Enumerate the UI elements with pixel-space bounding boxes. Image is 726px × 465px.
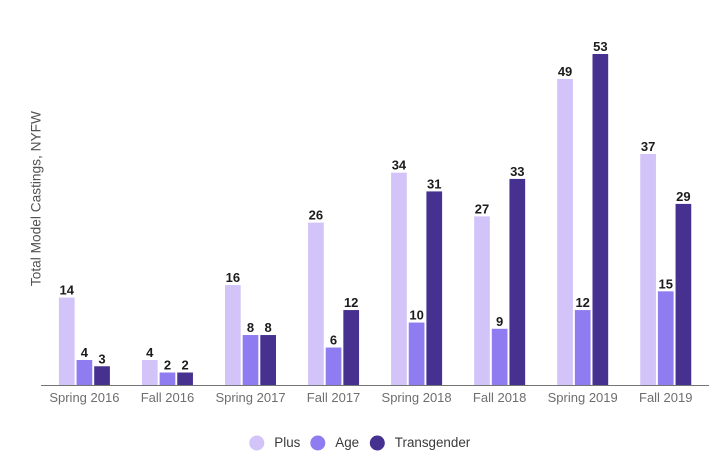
svg-text:14: 14 [60, 283, 75, 298]
svg-text:4: 4 [81, 345, 89, 360]
svg-text:Age: Age [335, 435, 359, 450]
svg-text:53: 53 [593, 39, 607, 54]
svg-text:37: 37 [641, 139, 655, 154]
svg-text:Total Model Castings, NYFW: Total Model Castings, NYFW [28, 111, 43, 286]
svg-text:10: 10 [409, 308, 423, 323]
svg-text:Spring 2019: Spring 2019 [548, 390, 618, 405]
svg-text:Plus: Plus [274, 435, 300, 450]
svg-text:12: 12 [344, 295, 358, 310]
svg-text:9: 9 [496, 314, 503, 329]
svg-text:27: 27 [475, 201, 489, 216]
svg-text:33: 33 [510, 164, 524, 179]
svg-text:29: 29 [676, 189, 690, 204]
svg-text:2: 2 [181, 358, 188, 373]
svg-text:49: 49 [558, 64, 572, 79]
svg-text:Fall 2018: Fall 2018 [473, 390, 526, 405]
svg-text:15: 15 [659, 276, 673, 291]
svg-text:Spring 2016: Spring 2016 [49, 390, 119, 405]
svg-text:8: 8 [265, 320, 272, 335]
svg-text:6: 6 [330, 333, 337, 348]
svg-text:Fall 2019: Fall 2019 [639, 390, 692, 405]
svg-text:3: 3 [98, 351, 105, 366]
svg-text:4: 4 [146, 345, 154, 360]
svg-text:34: 34 [392, 158, 407, 173]
svg-text:26: 26 [309, 208, 323, 223]
svg-text:Fall 2017: Fall 2017 [307, 390, 360, 405]
svg-text:8: 8 [247, 320, 254, 335]
svg-text:2: 2 [164, 358, 171, 373]
svg-text:Spring 2018: Spring 2018 [382, 390, 452, 405]
svg-text:31: 31 [427, 176, 441, 191]
svg-text:Transgender: Transgender [395, 435, 471, 450]
svg-text:16: 16 [226, 270, 240, 285]
svg-text:Spring 2017: Spring 2017 [215, 390, 285, 405]
svg-text:Fall 2016: Fall 2016 [141, 390, 194, 405]
svg-text:12: 12 [575, 295, 589, 310]
